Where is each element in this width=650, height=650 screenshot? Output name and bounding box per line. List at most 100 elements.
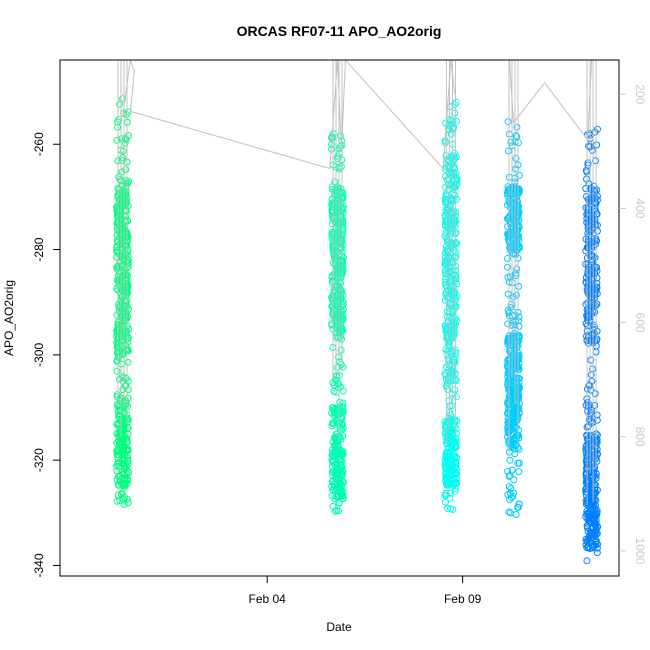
data-point	[333, 364, 341, 372]
data-point	[334, 435, 342, 443]
data-point	[330, 270, 338, 278]
data-point	[442, 424, 450, 432]
data-point	[582, 167, 590, 174]
data-point	[585, 129, 593, 137]
data-point	[124, 347, 132, 355]
data-point	[337, 383, 345, 391]
data-point	[588, 251, 596, 259]
data-point	[334, 230, 342, 238]
data-point	[592, 157, 599, 165]
data-point	[445, 316, 453, 324]
data-point	[506, 509, 514, 517]
data-point	[450, 156, 458, 164]
data-point	[336, 263, 344, 271]
data-point	[121, 302, 129, 310]
data-point	[592, 519, 599, 527]
data-point	[507, 485, 515, 492]
data-point	[582, 247, 590, 255]
data-point	[582, 500, 590, 508]
data-point	[510, 476, 518, 484]
data-point	[119, 147, 127, 155]
data-point	[504, 273, 512, 281]
data-point	[445, 473, 453, 481]
data-point	[115, 345, 123, 353]
data-point	[593, 335, 601, 343]
data-point	[337, 346, 345, 354]
data-point	[118, 135, 126, 143]
data-point	[116, 222, 124, 230]
y-tick-label: -260	[32, 132, 46, 156]
data-point	[590, 186, 598, 194]
data-point	[115, 192, 123, 200]
data-point	[333, 439, 340, 447]
data-point	[124, 447, 132, 455]
data-point	[453, 239, 461, 247]
data-point	[509, 293, 517, 301]
data-point	[584, 159, 592, 167]
data-point	[122, 136, 130, 144]
data-point	[443, 350, 451, 358]
data-point	[512, 269, 520, 277]
data-point	[594, 125, 601, 133]
data-point	[443, 176, 451, 184]
data-point	[445, 267, 453, 275]
data-point	[118, 227, 126, 235]
data-point	[504, 340, 512, 348]
data-point	[447, 350, 455, 358]
cluster-trace-RF11	[586, 60, 597, 505]
data-point	[504, 147, 512, 155]
data-point	[333, 506, 341, 514]
data-point	[505, 508, 513, 516]
data-point	[337, 328, 345, 336]
data-point	[123, 452, 131, 460]
plot-clip-mask	[0, 44, 650, 650]
data-point	[452, 455, 460, 463]
data-point	[115, 473, 122, 480]
data-point	[337, 279, 345, 287]
data-point	[451, 386, 459, 394]
data-point	[451, 216, 459, 224]
data-point	[584, 482, 592, 490]
data-point	[113, 311, 121, 319]
data-point	[338, 472, 346, 480]
data-point	[114, 460, 122, 468]
data-point	[329, 468, 337, 476]
data-point	[588, 377, 596, 385]
y-tick-label: -340	[32, 553, 46, 577]
data-point	[124, 499, 132, 507]
data-point	[119, 154, 126, 162]
data-point	[441, 268, 449, 276]
data-point	[339, 315, 347, 323]
data-point	[592, 505, 600, 513]
data-point	[453, 117, 461, 125]
data-point	[444, 505, 451, 512]
data-point	[452, 349, 460, 357]
mask-bottom	[0, 577, 650, 650]
data-point	[587, 386, 595, 394]
data-point	[513, 123, 521, 131]
data-point	[504, 409, 512, 417]
data-point	[590, 253, 598, 261]
data-point	[593, 227, 601, 235]
series-layer	[113, 60, 602, 565]
data-point	[122, 187, 130, 195]
data-point	[113, 497, 121, 505]
data-point	[504, 231, 512, 239]
data-point	[591, 221, 599, 229]
data-point	[515, 500, 523, 508]
data-point	[446, 225, 454, 233]
data-point	[452, 442, 459, 450]
data-point	[512, 165, 520, 173]
data-point	[328, 483, 336, 491]
data-point	[116, 497, 124, 505]
data-point	[590, 329, 598, 337]
data-point	[330, 381, 338, 389]
data-point	[584, 438, 592, 446]
data-point	[339, 311, 347, 319]
data-point	[446, 494, 454, 502]
data-point	[515, 445, 523, 453]
data-point	[591, 285, 599, 293]
y-tick-label: -280	[32, 237, 46, 261]
data-point	[332, 469, 340, 477]
data-point	[122, 297, 129, 305]
